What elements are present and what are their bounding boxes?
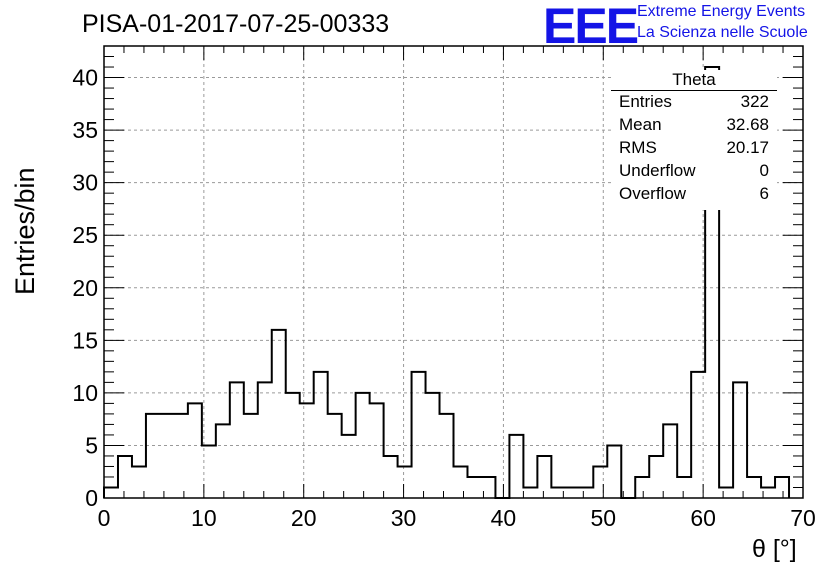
stats-title: Theta [672, 70, 716, 89]
x-tick-label: 70 [790, 505, 816, 531]
stats-value: 0 [759, 161, 769, 180]
stats-row-entries: Entries 322 [619, 92, 769, 114]
stats-label: Overflow [619, 184, 687, 203]
stats-row-overflow: Overflow 6 [619, 184, 769, 206]
x-tick-label: 0 [98, 505, 111, 531]
brand-line-1: Extreme Energy Events [637, 3, 806, 20]
stats-label: Entries [619, 92, 672, 111]
brand-line-2: La Scienza nelle Scuole [637, 24, 808, 41]
x-tick-label: 10 [191, 505, 217, 531]
stats-value: 322 [740, 92, 769, 111]
eee-logo: EEE [543, 0, 639, 54]
x-tick-label: 60 [690, 505, 716, 531]
x-tick-label: 40 [491, 505, 517, 531]
y-tick-label: 20 [72, 275, 98, 301]
x-tick-label: 50 [590, 505, 616, 531]
y-tick-label: 25 [72, 222, 98, 248]
stats-value: 20.17 [726, 138, 769, 157]
stats-label: RMS [619, 138, 657, 157]
stats-value: 32.68 [726, 115, 769, 134]
x-tick-label: 20 [291, 505, 317, 531]
stats-box: Theta Entries 322 Mean 32.68 RMS 20.17 U… [611, 70, 777, 210]
y-tick-label: 30 [72, 170, 98, 196]
plot-frame [103, 45, 804, 499]
y-tick-label: 0 [85, 485, 98, 511]
histogram-series-line [103, 66, 791, 499]
y-tick-label: 40 [72, 65, 98, 91]
y-tick-label: 15 [72, 327, 98, 353]
y-tick-label: 35 [72, 117, 98, 143]
chart-title: PISA-01-2017-07-25-00333 [82, 10, 390, 38]
y-tick-label: 5 [85, 432, 98, 458]
stats-row-rms: RMS 20.17 [619, 138, 769, 160]
stats-label: Mean [619, 115, 662, 134]
stats-row-underflow: Underflow 0 [619, 161, 769, 183]
stats-value: 6 [759, 184, 769, 203]
stats-row-mean: Mean 32.68 [619, 115, 769, 137]
stats-label: Underflow [619, 161, 696, 180]
x-tick-label: 30 [391, 505, 417, 531]
stats-rule [611, 90, 777, 91]
y-tick-label: 10 [72, 380, 98, 406]
x-axis-label: θ [°] [752, 535, 797, 563]
